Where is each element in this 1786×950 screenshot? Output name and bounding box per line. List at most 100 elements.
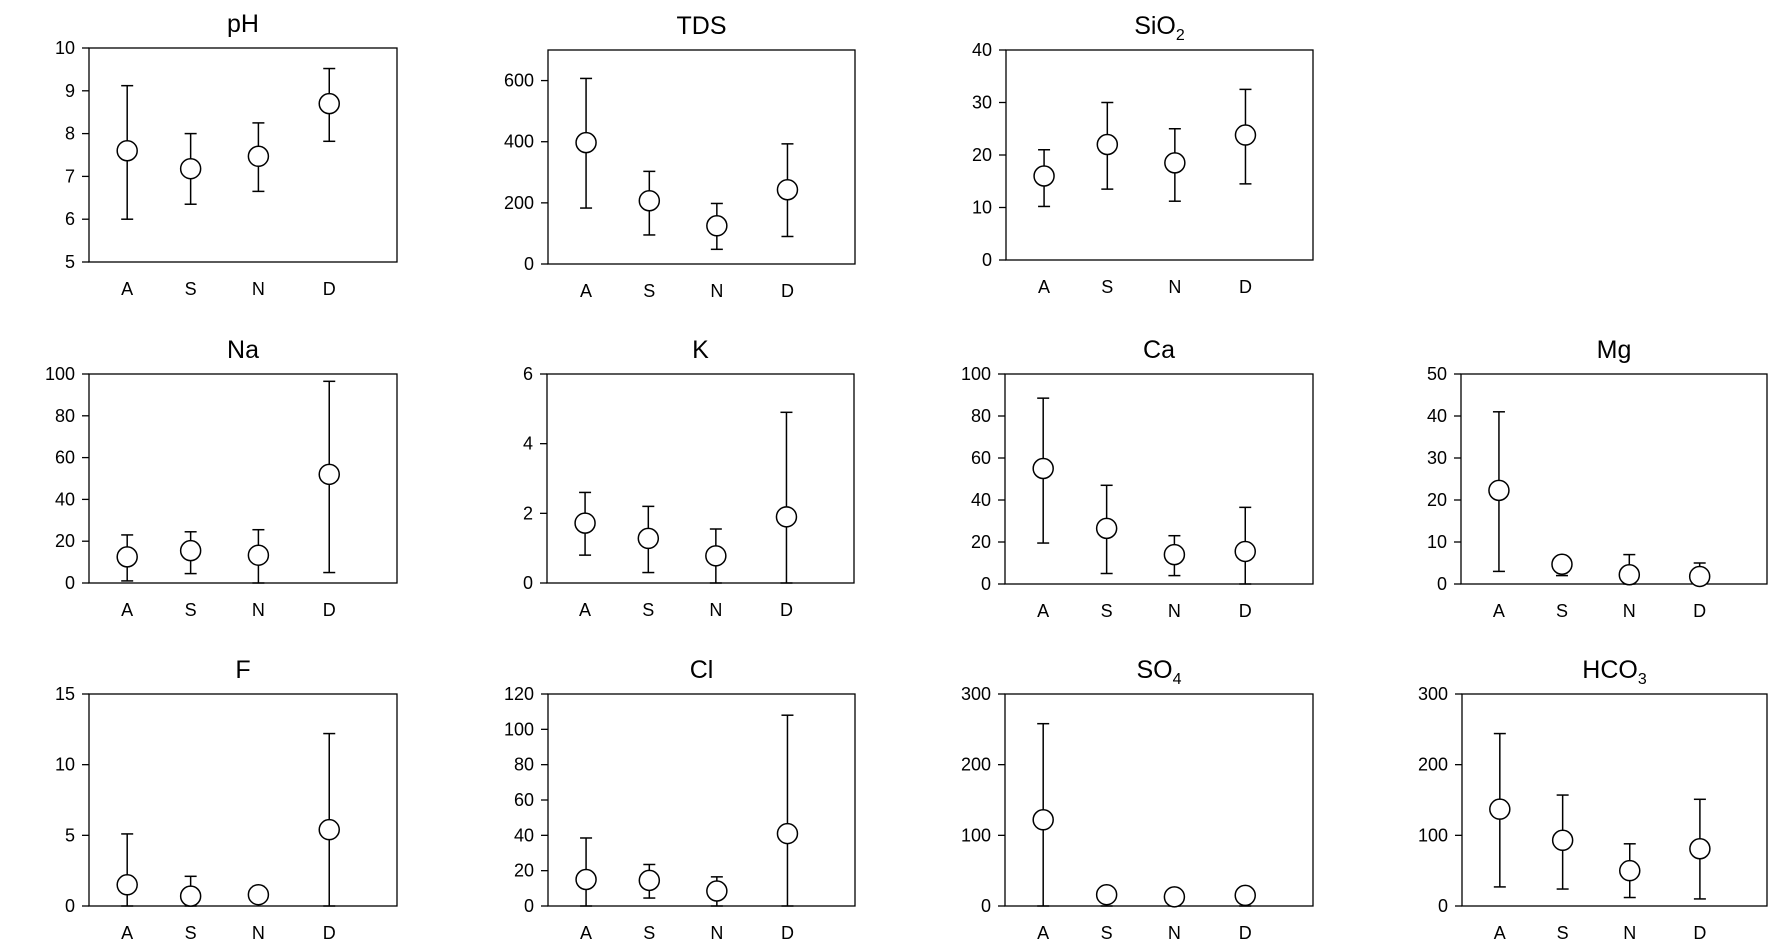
x-tick-label: S bbox=[185, 923, 197, 943]
data-point bbox=[1618, 564, 1641, 586]
y-tick-label: 10 bbox=[55, 755, 75, 775]
chart-panel: pH 5 6 7 8 9 10 A S N D bbox=[55, 10, 398, 299]
data-point bbox=[1619, 859, 1641, 882]
chart-title: K bbox=[692, 336, 709, 364]
data-point bbox=[116, 874, 138, 896]
chart-title: pH bbox=[227, 10, 259, 38]
chart-title: Mg bbox=[1597, 336, 1632, 364]
y-tick-label: 40 bbox=[972, 40, 992, 60]
data-point bbox=[1688, 565, 1711, 588]
data-point bbox=[575, 868, 597, 891]
y-tick-label: 50 bbox=[1427, 364, 1447, 384]
y-tick-label: 7 bbox=[65, 166, 75, 186]
x-tick-label: N bbox=[1168, 277, 1181, 297]
y-tick-label: 0 bbox=[1438, 896, 1448, 916]
y-tick-label: 100 bbox=[961, 364, 991, 384]
data-point bbox=[247, 544, 270, 566]
x-tick-label: N bbox=[252, 923, 265, 943]
x-tick-label: S bbox=[643, 923, 655, 943]
x-tick-label: S bbox=[1101, 277, 1113, 297]
data-point bbox=[247, 883, 270, 906]
y-tick-label: 0 bbox=[65, 573, 75, 593]
y-tick-label: 0 bbox=[524, 254, 534, 274]
y-tick-label: 15 bbox=[55, 684, 75, 704]
data-point bbox=[1488, 479, 1510, 502]
x-tick-label: S bbox=[643, 281, 655, 301]
chart-title-main: K bbox=[692, 336, 709, 364]
y-tick-label: 80 bbox=[514, 755, 534, 775]
x-tick-label: D bbox=[1693, 923, 1706, 943]
data-point bbox=[1234, 884, 1256, 907]
y-tick-label: 30 bbox=[972, 93, 992, 113]
data-point bbox=[706, 215, 728, 237]
y-tick-label: 60 bbox=[55, 448, 75, 468]
chart-title: F bbox=[235, 656, 250, 684]
x-tick-label: N bbox=[252, 279, 265, 299]
data-point bbox=[776, 822, 799, 845]
x-tick-label: N bbox=[1623, 601, 1636, 621]
x-tick-label: A bbox=[121, 923, 133, 943]
data-point bbox=[706, 880, 728, 902]
y-tick-label: 40 bbox=[971, 490, 991, 510]
y-tick-label: 0 bbox=[523, 573, 533, 593]
y-tick-label: 200 bbox=[1418, 755, 1448, 775]
y-tick-label: 0 bbox=[1437, 574, 1447, 594]
y-tick-label: 60 bbox=[514, 790, 534, 810]
data-point bbox=[318, 818, 340, 841]
x-tick-label: D bbox=[323, 279, 336, 299]
chart-title: Na bbox=[227, 336, 259, 364]
y-tick-label: 6 bbox=[523, 364, 533, 384]
chart-title-main: Cl bbox=[690, 656, 714, 684]
chart-title-subscript: 4 bbox=[1173, 671, 1182, 688]
chart-title: TDS bbox=[677, 12, 727, 40]
plot-frame bbox=[1461, 693, 1768, 907]
chart-title: SiO2 bbox=[1134, 12, 1185, 44]
x-tick-label: N bbox=[1168, 601, 1181, 621]
data-point bbox=[1095, 517, 1118, 540]
chart-title-main: SO bbox=[1136, 656, 1172, 684]
chart-title-main: HCO bbox=[1582, 656, 1638, 684]
data-point bbox=[318, 463, 340, 486]
data-point bbox=[705, 545, 727, 567]
x-tick-label: N bbox=[710, 923, 723, 943]
y-tick-label: 300 bbox=[961, 684, 991, 704]
y-tick-label: 0 bbox=[524, 896, 534, 916]
data-point bbox=[318, 92, 340, 115]
y-tick-label: 100 bbox=[961, 825, 991, 845]
chart-panel: HCO3 0 100 200 300 A S N D bbox=[1418, 656, 1768, 943]
y-tick-label: 20 bbox=[514, 861, 534, 881]
data-point bbox=[776, 178, 799, 201]
chart-title-main: SiO bbox=[1134, 12, 1176, 40]
x-tick-label: N bbox=[1168, 923, 1181, 943]
y-tick-label: 20 bbox=[55, 531, 75, 551]
x-tick-label: D bbox=[323, 923, 336, 943]
x-tick-label: S bbox=[185, 279, 197, 299]
x-tick-label: A bbox=[1038, 277, 1050, 297]
data-point bbox=[1689, 838, 1711, 860]
x-tick-label: N bbox=[710, 281, 723, 301]
y-tick-label: 30 bbox=[1427, 448, 1447, 468]
y-tick-label: 600 bbox=[504, 71, 534, 91]
x-tick-label: S bbox=[185, 600, 197, 620]
x-tick-label: A bbox=[121, 279, 133, 299]
chart-title-subscript: 3 bbox=[1638, 671, 1647, 688]
y-tick-label: 80 bbox=[971, 406, 991, 426]
x-tick-label: A bbox=[1494, 923, 1506, 943]
y-tick-label: 6 bbox=[65, 209, 75, 229]
data-point bbox=[1234, 540, 1256, 563]
y-tick-label: 8 bbox=[65, 124, 75, 144]
plot-frame bbox=[88, 47, 398, 263]
data-point bbox=[247, 145, 270, 168]
data-point bbox=[638, 189, 661, 212]
chart-panel: Mg 0 10 20 30 40 50 A S N D bbox=[1427, 336, 1768, 621]
x-tick-label: N bbox=[709, 600, 722, 620]
y-tick-label: 300 bbox=[1418, 684, 1448, 704]
x-tick-label: A bbox=[1037, 601, 1049, 621]
chart-panel: SO4 0 100 200 300 A S N D bbox=[961, 656, 1314, 943]
plot-frame bbox=[88, 373, 398, 584]
y-tick-label: 200 bbox=[961, 755, 991, 775]
data-point bbox=[116, 546, 138, 568]
y-tick-label: 20 bbox=[1427, 490, 1447, 510]
x-tick-label: D bbox=[323, 600, 336, 620]
y-tick-label: 40 bbox=[1427, 406, 1447, 426]
